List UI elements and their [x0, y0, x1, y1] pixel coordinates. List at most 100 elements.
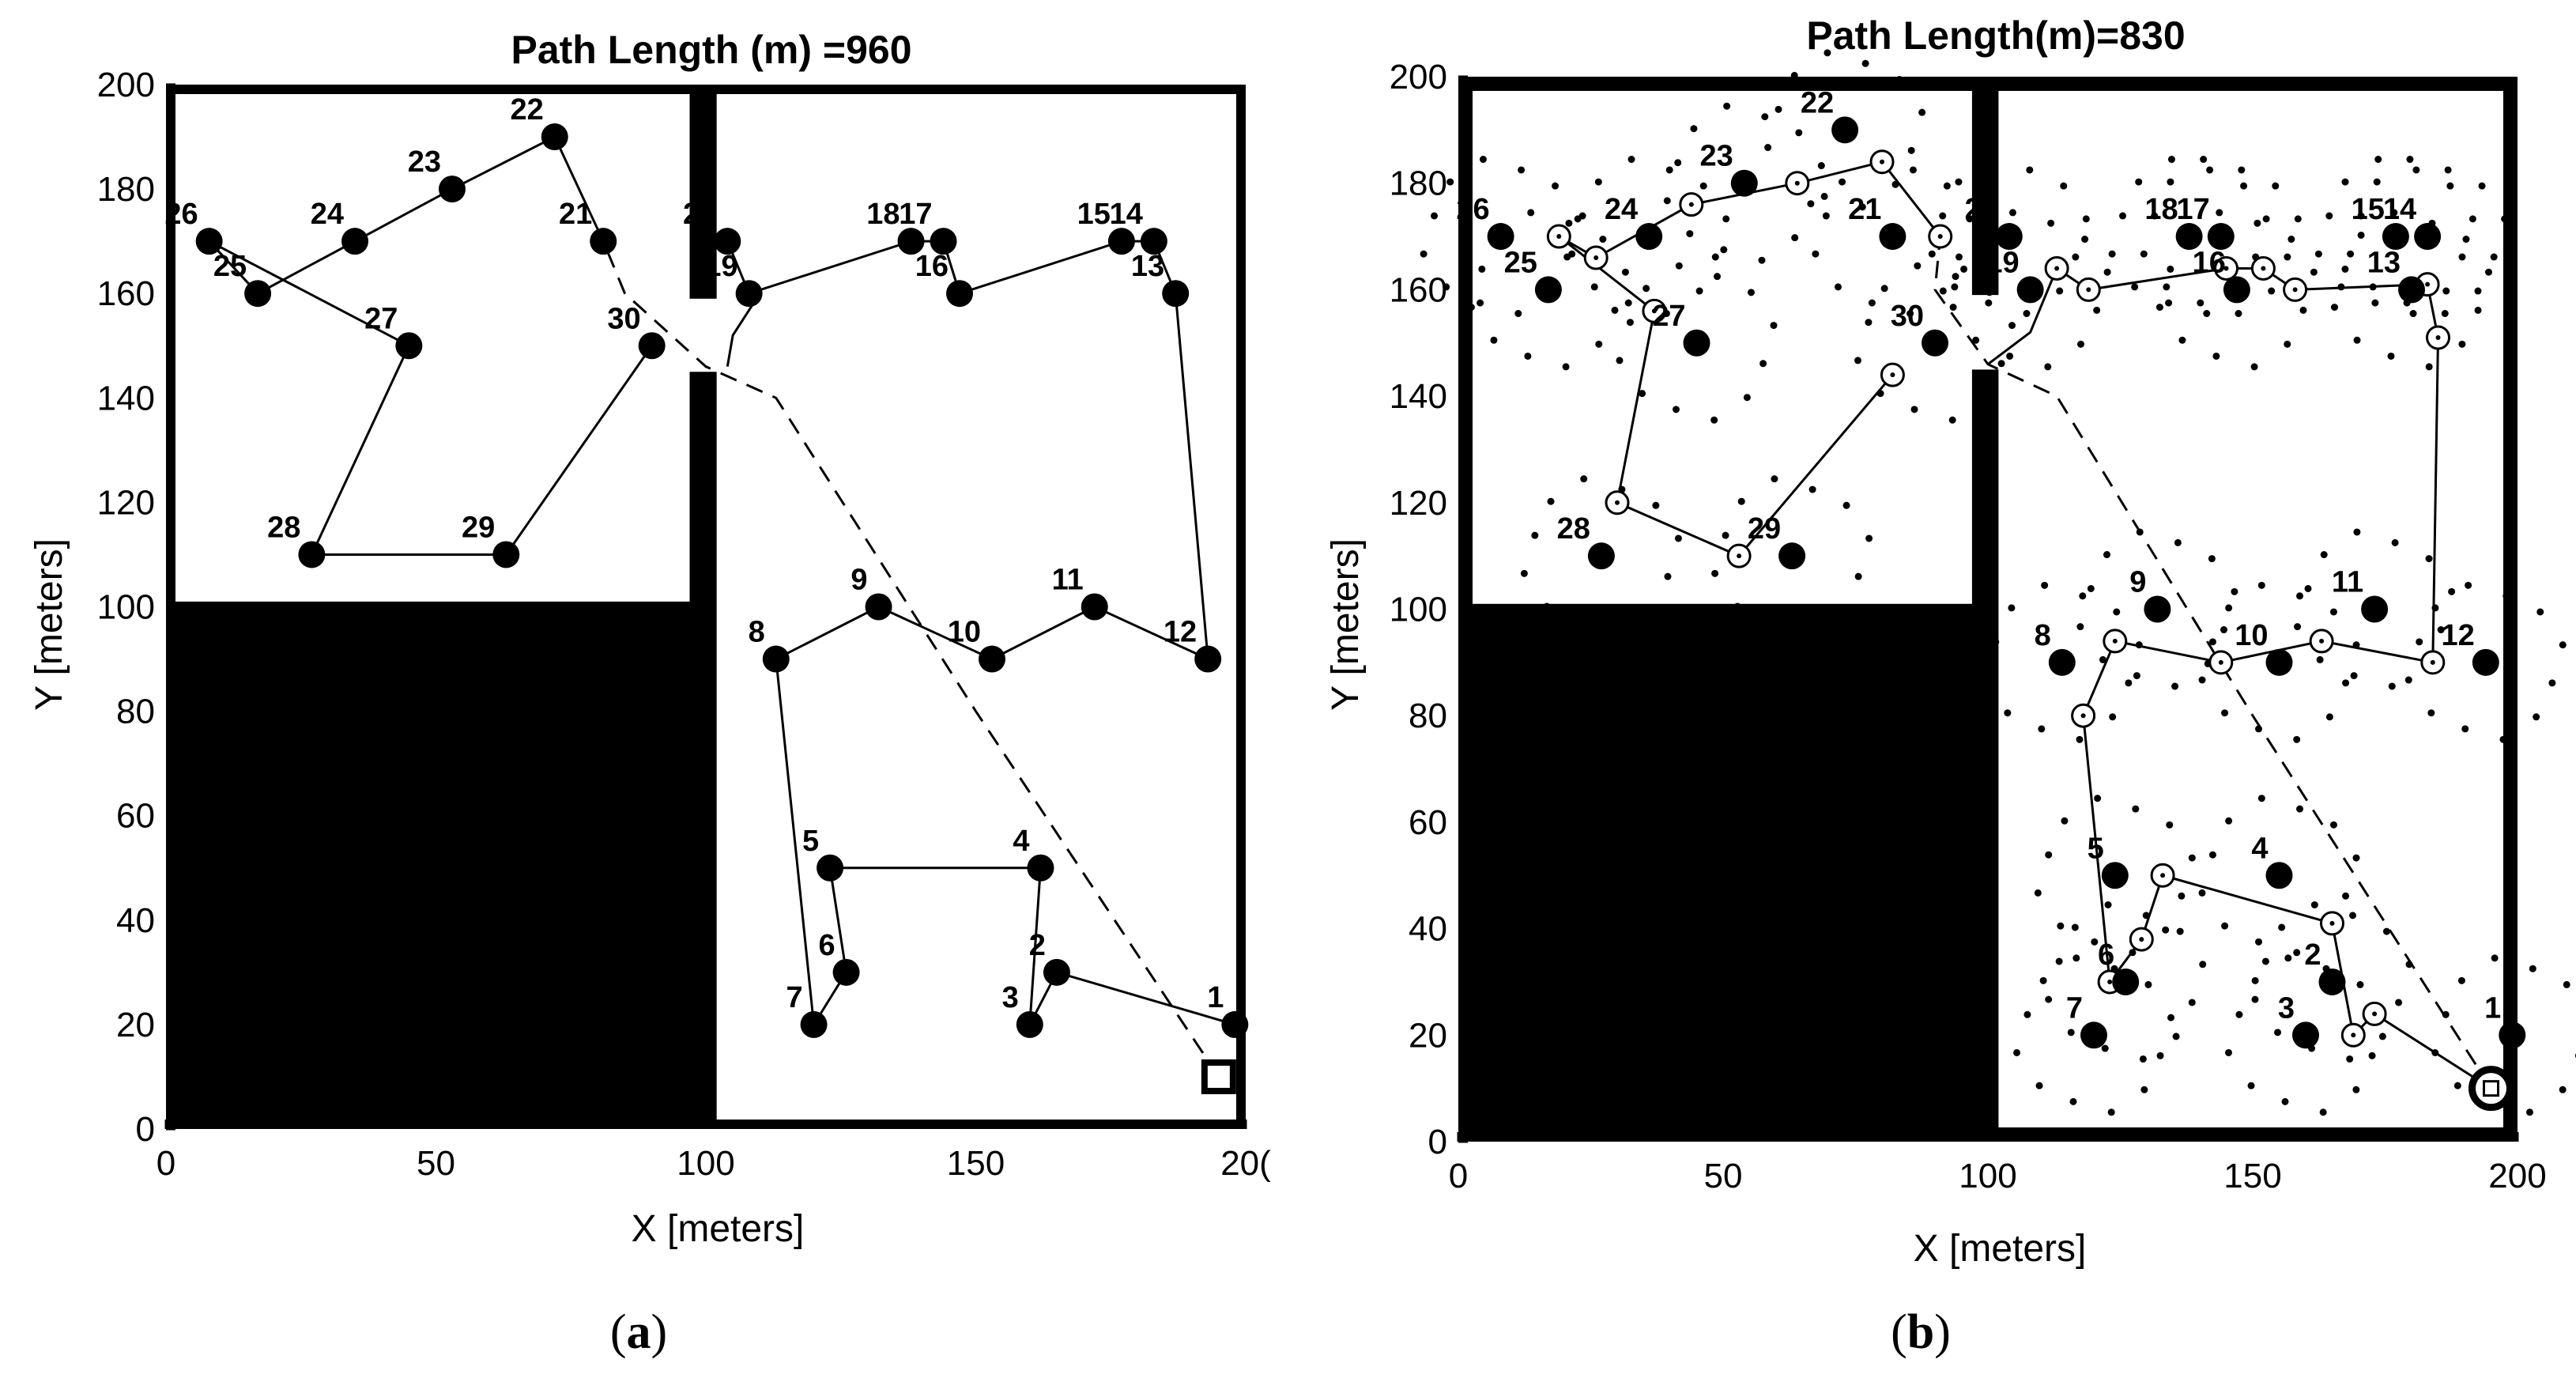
sensing-dot: [2093, 306, 2101, 314]
sensing-dot: [2221, 922, 2229, 930]
node-marker: [2318, 968, 2346, 995]
sensing-dot: [2060, 182, 2068, 190]
node-marker: [2080, 1021, 2107, 1049]
sensing-dot: [2178, 336, 2186, 344]
waypoint-center: [1688, 202, 1694, 207]
node-marker: [1778, 542, 1806, 570]
sensing-dot: [1479, 156, 1487, 164]
y-tick-label: 160: [97, 274, 155, 313]
node-label: 26: [1456, 193, 1489, 226]
waypoint-center: [2107, 979, 2113, 984]
sensing-dot: [2099, 655, 2106, 663]
sensing-dot: [2199, 961, 2207, 969]
sensing-dot: [1443, 283, 1450, 291]
sensing-dot: [2329, 608, 2337, 616]
node-label: 2: [1029, 929, 1046, 962]
y-tick-label: 100: [97, 588, 155, 627]
waypoint-center: [2261, 266, 2266, 271]
sensing-dot: [2198, 889, 2206, 897]
sensing-dot: [2390, 209, 2398, 217]
sensing-dot: [1446, 178, 1454, 186]
sensing-dot: [1758, 256, 1766, 264]
sensing-dot: [1951, 283, 1959, 291]
sensing-dot: [2357, 212, 2365, 220]
sensing-dot: [1627, 156, 1635, 164]
sensing-dot: [2023, 1010, 2031, 1018]
waypoint-center: [2080, 713, 2086, 719]
return-path: [602, 240, 1220, 1078]
sensing-dot: [1808, 485, 1816, 493]
sensing-dot: [1992, 638, 2000, 646]
sensing-dot: [1791, 234, 1799, 242]
sensing-dot: [2474, 287, 2482, 295]
sensing-dot: [2139, 1055, 2147, 1063]
sensing-dot: [1690, 125, 1698, 133]
node-label: 30: [1891, 300, 1924, 333]
sensing-dot: [2107, 1108, 2115, 1116]
node-label: 19: [704, 250, 737, 283]
node-marker: [2048, 648, 2076, 676]
sensing-dot: [2529, 965, 2536, 972]
node-marker: [1922, 329, 1948, 357]
waypoint-center: [2112, 638, 2118, 644]
node-label: 20: [1965, 193, 1998, 226]
y-tick-label: 180: [97, 170, 155, 209]
sensing-dot: [2337, 283, 2345, 291]
sensing-dot: [2294, 215, 2302, 223]
x-tick-label: 50: [417, 1144, 455, 1183]
sensing-dot: [2294, 623, 2302, 631]
sensing-dot: [1817, 162, 1825, 170]
node-label: 7: [2066, 991, 2083, 1025]
sensing-dot: [2076, 623, 2084, 631]
node-marker: [341, 228, 369, 255]
sensing-dot: [1834, 283, 1842, 291]
sensing-dot: [2231, 587, 2238, 595]
sensing-dot: [1615, 629, 1623, 637]
sensing-dot: [2250, 363, 2258, 371]
node-marker: [1534, 276, 1562, 304]
node-marker: [2144, 595, 2171, 623]
sensing-dot: [2478, 182, 2486, 190]
sensing-dot: [2119, 212, 2127, 220]
tour-path-2: [208, 135, 653, 556]
sensing-dot: [2167, 265, 2174, 273]
sensing-dot: [2151, 212, 2159, 220]
sensing-dot: [1928, 250, 1936, 258]
sensing-dot: [1865, 319, 1873, 327]
sensing-dot: [2382, 927, 2390, 935]
sensing-dot: [2140, 1086, 2148, 1093]
sensing-dot: [1939, 212, 1947, 220]
sensing-dot: [1562, 363, 1570, 371]
sensing-dot: [2206, 166, 2214, 174]
sensing-dot: [1518, 166, 1526, 174]
sensing-dot: [2474, 306, 2482, 314]
sensing-dot: [2304, 584, 2312, 592]
sensing-dot: [2071, 923, 2079, 931]
sensing-dot: [2316, 655, 2324, 663]
chart-title-b: Path Length(m)=830: [1806, 13, 2185, 58]
sensing-dot: [2166, 821, 2174, 829]
sensing-dot: [1976, 231, 1984, 239]
sensing-dot: [2171, 682, 2179, 690]
sensing-dot: [2045, 851, 2053, 859]
node-label: 22: [1801, 86, 1834, 119]
sensing-dot: [1771, 475, 1778, 483]
sensing-dot: [1543, 602, 1551, 610]
sensing-dot: [1547, 497, 1555, 505]
sensing-dot: [1652, 501, 1660, 509]
node-marker: [2382, 223, 2409, 251]
sensing-dot: [2109, 713, 2117, 721]
sensing-dot: [2174, 538, 2182, 546]
node-label: 23: [408, 145, 441, 179]
node-label: 10: [2235, 619, 2268, 652]
sensing-dot: [1699, 182, 1707, 190]
node-marker: [541, 123, 568, 151]
node-marker: [2207, 223, 2235, 251]
sensing-dot: [2409, 310, 2417, 318]
sensing-dot: [1807, 200, 1815, 208]
depot-inner: [2483, 1080, 2499, 1097]
sensing-dot: [1820, 192, 1828, 200]
sensing-dot: [2341, 178, 2349, 186]
sensing-dot: [2319, 1108, 2327, 1116]
